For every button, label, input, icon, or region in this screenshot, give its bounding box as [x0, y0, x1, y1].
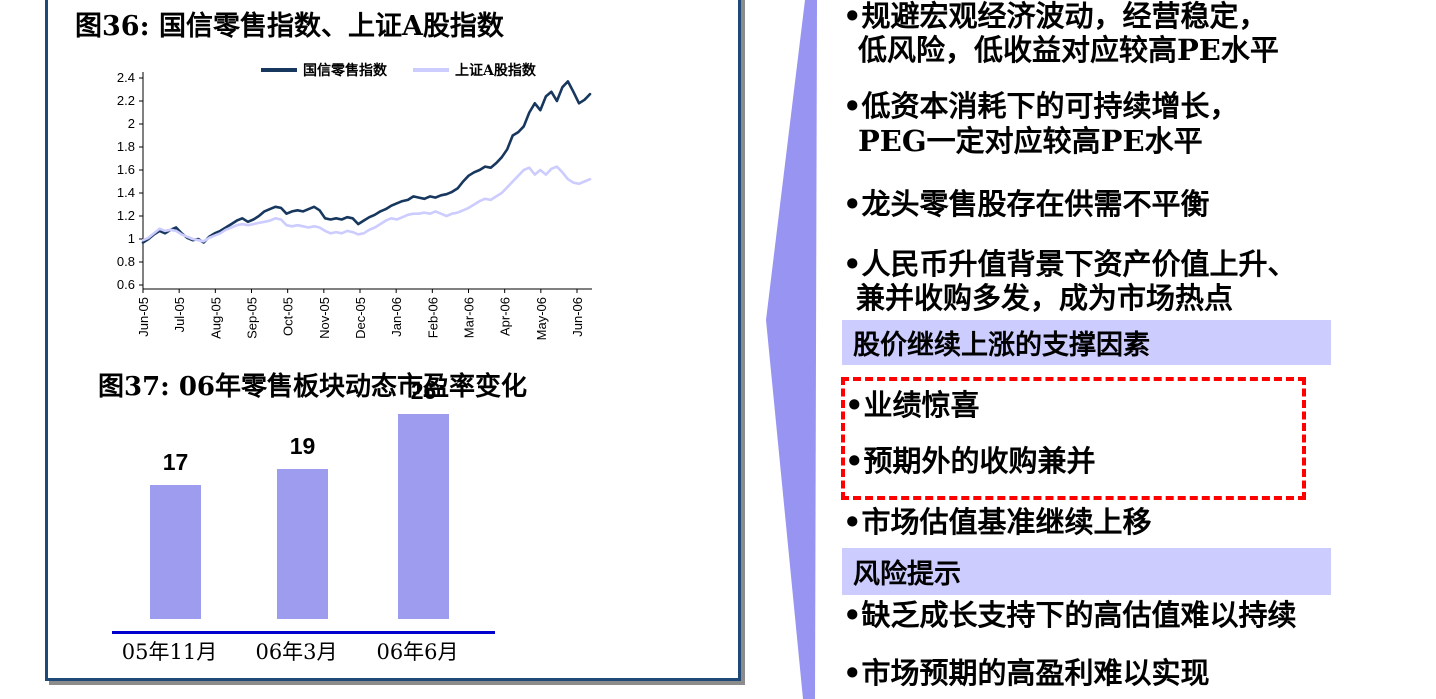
svg-text:Oct-05: Oct-05 [281, 297, 296, 336]
section-header-risk: 风险提示 [842, 548, 1331, 595]
svg-text:Jun-05: Jun-05 [136, 297, 151, 337]
fig37-bar [398, 414, 449, 619]
bullet-peg-line2: PEG一定对应较高PE水平 [858, 124, 1203, 158]
svg-text:May-06: May-06 [534, 297, 549, 340]
svg-text:Mar-06: Mar-06 [462, 297, 477, 338]
bullet-valuation-benchmark: •市场估值基准继续上移 [843, 505, 1152, 539]
svg-text:Jul-05: Jul-05 [172, 297, 187, 332]
red-dashed-box [841, 377, 1306, 500]
bullet-risk-valuation: •缺乏成长支持下的高估值难以持续 [843, 598, 1297, 632]
fig37-bar [150, 485, 201, 619]
fig37-category-label: 06年6月 [376, 640, 459, 664]
bullet-macro-line2: 低风险，低收益对应较高PE水平 [858, 33, 1279, 67]
fig37-bar-value-label: 17 [162, 449, 189, 476]
svg-text:0.8: 0.8 [117, 254, 135, 269]
fig36-legend: 国信零售指数 上证A股指数 [261, 60, 562, 80]
svg-text:2: 2 [128, 116, 135, 131]
fig37-bar-value-label: 19 [289, 433, 316, 460]
svg-text:1.6: 1.6 [117, 162, 135, 177]
bullet-peg-line1: •低资本消耗下的可持续增长， [843, 89, 1239, 123]
fig37-bar-value-label: 26 [410, 378, 437, 405]
svg-text:Feb-06: Feb-06 [425, 297, 440, 338]
svg-text:Apr-06: Apr-06 [498, 297, 513, 336]
svg-text:2.4: 2.4 [117, 70, 135, 85]
svg-text:Aug-05: Aug-05 [208, 297, 223, 339]
svg-text:Nov-05: Nov-05 [317, 297, 332, 339]
series1-line-swatch [261, 68, 297, 72]
bullet-supply-demand: •龙头零售股存在供需不平衡 [843, 187, 1210, 221]
svg-text:Sep-05: Sep-05 [245, 297, 260, 339]
svg-text:2.2: 2.2 [117, 93, 135, 108]
fig37-category-label: 05年11月 [121, 640, 218, 664]
bullet-rmb-line2: 兼并收购多发，成为市场热点 [856, 281, 1234, 315]
svg-text:Dec-05: Dec-05 [353, 297, 368, 339]
section-header-support-factors: 股价继续上涨的支撑因素 [842, 320, 1331, 365]
series2-legend-label: 上证A股指数 [455, 63, 536, 79]
boxed-bullet-earnings-surprise: •业绩惊喜 [845, 388, 980, 422]
svg-text:Jun-06: Jun-06 [570, 297, 585, 337]
bullet-risk-earnings: •市场预期的高盈利难以实现 [843, 656, 1210, 690]
bullet-macro-line1: •规避宏观经济波动，经营稳定， [843, 0, 1268, 33]
series1-legend-label: 国信零售指数 [303, 63, 387, 79]
fig37-category-label: 06年3月 [255, 640, 338, 664]
svg-text:1.4: 1.4 [117, 185, 135, 200]
series2-line-swatch [413, 68, 449, 72]
fig37-title: 图37: 06年零售板块动态市盈率变化 [98, 372, 528, 402]
svg-text:Jan-06: Jan-06 [389, 297, 404, 337]
svg-text:0.6: 0.6 [117, 277, 135, 292]
bullet-rmb-line1: •人民币升值背景下资产价值上升、 [843, 247, 1297, 281]
svg-text:1.2: 1.2 [117, 208, 135, 223]
svg-text:1: 1 [128, 231, 135, 246]
boxed-bullet-ma: •预期外的收购兼并 [845, 444, 1096, 478]
fig36-title: 图36: 国信零售指数、上证A股指数 [75, 11, 504, 42]
fig37-bar [277, 469, 328, 619]
svg-text:1.8: 1.8 [117, 139, 135, 154]
fig37-axis-line [112, 631, 495, 634]
